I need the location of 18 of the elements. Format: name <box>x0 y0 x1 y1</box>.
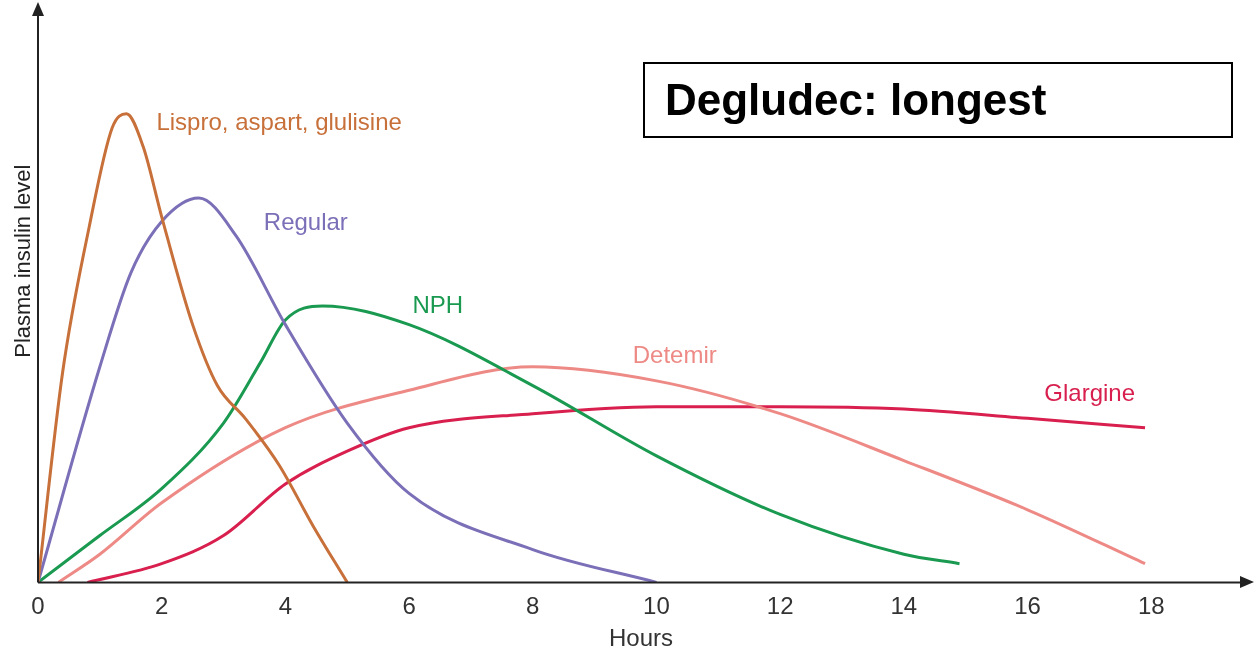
x-tick-label: 14 <box>890 592 918 620</box>
y-axis-title: Plasma insulin level <box>10 164 36 358</box>
annotation: Degludec: longest <box>643 62 1233 138</box>
series-label: Glargine <box>1044 379 1136 407</box>
x-tick-label: 16 <box>1014 592 1041 620</box>
x-axis-title: Hours <box>608 624 674 652</box>
x-tick-label: 0 <box>31 592 45 620</box>
x-tick-label: 18 <box>1137 592 1165 620</box>
series-label: Lispro, aspart, glulisine <box>156 108 402 136</box>
x-tick-label: 10 <box>643 592 670 620</box>
series-label: Regular <box>263 207 348 235</box>
series-label: NPH <box>412 290 464 318</box>
series-label: Detemir <box>632 341 717 369</box>
x-tick-label: 6 <box>402 592 416 620</box>
x-tick-label: 12 <box>766 592 794 620</box>
x-tick-label: 4 <box>278 592 293 620</box>
x-tick-label: 2 <box>155 592 169 620</box>
x-tick-label: 8 <box>526 592 540 620</box>
